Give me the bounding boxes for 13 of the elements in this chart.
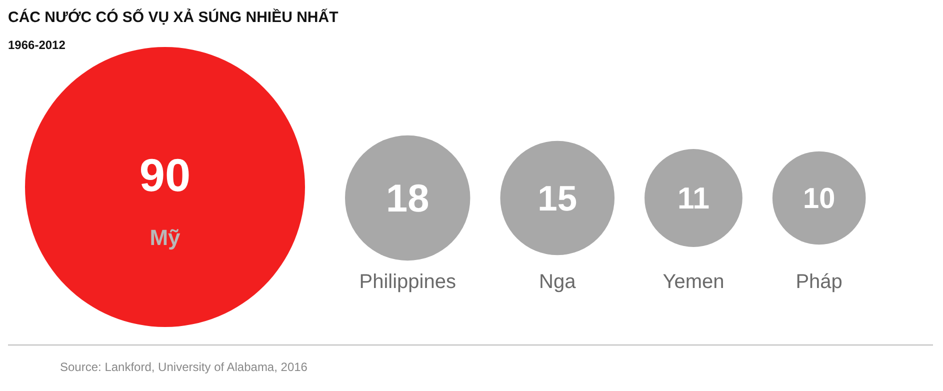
data-label: 11 <box>677 182 710 216</box>
category-label: Mỹ <box>150 225 182 250</box>
data-label: 15 <box>538 178 578 218</box>
source-note: Source: Lankford, University of Alabama, 2016 <box>60 360 308 374</box>
category-label: Philippines <box>359 271 456 293</box>
category-label: Nga <box>539 271 577 293</box>
text: CÁC NƯỚC CÓ SỐ VỤ XẢ SÚNG NHIỀU NHẤT <box>8 8 338 26</box>
text: 1966-2012 <box>8 38 66 52</box>
data-label: 90 <box>139 149 191 201</box>
data-label: 10 <box>803 183 836 216</box>
data-label: 18 <box>386 178 430 221</box>
category-label: Pháp <box>796 271 842 293</box>
category-label: Yemen <box>662 271 724 293</box>
